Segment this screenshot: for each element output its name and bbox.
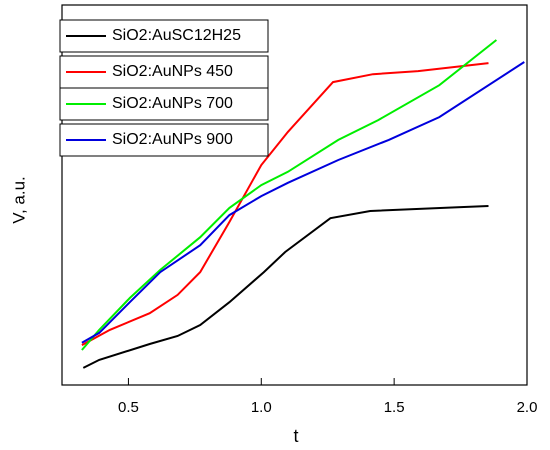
series-line bbox=[81, 62, 489, 346]
legend-label: SiO2:AuNPs 450 bbox=[112, 63, 233, 80]
legend: SiO2:AuSC12H25 SiO2:AuNPs 450 SiO2:AuNPs 7… bbox=[59, 19, 269, 157]
x-tick-label: 1.5 bbox=[384, 399, 405, 416]
legend-label: SiO2:AuNPs 900 bbox=[112, 131, 233, 148]
legend-label: SiO2:AuNPs 700 bbox=[112, 95, 233, 112]
x-tick-label: 2.0 bbox=[517, 399, 538, 416]
series-line bbox=[82, 205, 489, 369]
x-tick-label: 0.5 bbox=[118, 399, 139, 416]
series-line bbox=[81, 39, 498, 351]
y-axis-label: V, a.u. bbox=[9, 176, 28, 224]
legend-label: SiO2:AuSC12H25 bbox=[112, 27, 241, 44]
x-tick-label: 1.0 bbox=[251, 399, 272, 416]
x-axis-label: t bbox=[293, 426, 298, 446]
plot-frame bbox=[61, 4, 528, 386]
series-line bbox=[81, 61, 525, 344]
